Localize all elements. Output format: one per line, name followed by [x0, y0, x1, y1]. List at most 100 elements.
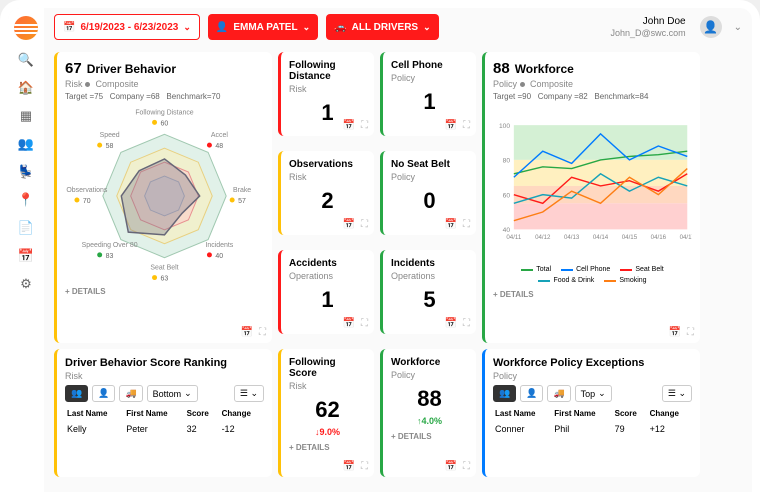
- filter-icon[interactable]: ☰ ⌄: [662, 385, 692, 402]
- home-icon[interactable]: 🏠: [18, 80, 34, 96]
- expand-icon[interactable]: ⛶: [687, 327, 694, 338]
- db-title: Driver Behavior: [87, 62, 176, 76]
- expand-icon[interactable]: ⛶: [361, 461, 368, 472]
- radar-chart: Following Distance60Accel48Brake57Incide…: [65, 101, 264, 281]
- truck-filter-icon[interactable]: 🚚: [547, 385, 570, 402]
- db-sub2: Composite: [96, 79, 139, 89]
- user-filter-button[interactable]: 👤 EMMA PATEL ⌄: [208, 14, 318, 40]
- sc-val: 1: [391, 89, 468, 115]
- details-button[interactable]: + DETAILS: [493, 290, 692, 299]
- small-card-0: Following Distance Risk 1 📅⛶: [278, 52, 374, 136]
- avatar[interactable]: 👤: [700, 16, 722, 38]
- car-icon: 🚗: [334, 22, 346, 33]
- wf-score: 88: [493, 60, 510, 77]
- person-filter-icon[interactable]: 👤: [520, 385, 543, 402]
- details-button[interactable]: + DETAILS: [289, 443, 366, 452]
- doc-icon[interactable]: 📄: [18, 220, 34, 236]
- person-filter-icon[interactable]: 👤: [92, 385, 115, 402]
- expand-icon[interactable]: ⛶: [463, 120, 470, 131]
- wf-company: Company =82: [538, 92, 588, 101]
- calendar-icon[interactable]: 📅: [241, 327, 253, 338]
- date-range-button[interactable]: 📅 6/19/2023 - 6/23/2023 ⌄: [54, 14, 200, 40]
- svg-text:100: 100: [499, 123, 510, 130]
- rk-title: Driver Behavior Score Ranking: [65, 357, 227, 369]
- people-icon[interactable]: 👥: [18, 136, 34, 152]
- workforce-card: 88 Workforce Policy Composite Target =90…: [482, 52, 700, 343]
- sc-title: No Seat Belt: [391, 159, 450, 170]
- seat-icon[interactable]: 💺: [18, 164, 34, 180]
- calendar-icon[interactable]: 📅: [343, 120, 355, 131]
- chevron-down-icon[interactable]: ⌄: [734, 22, 742, 33]
- ws-sub: Policy: [391, 370, 468, 380]
- exceptions-table: Last NameFirst NameScoreChange ConnerPhi…: [493, 406, 692, 437]
- svg-text:Incidents: Incidents: [205, 242, 233, 249]
- calendar-icon[interactable]: 📅: [445, 219, 457, 230]
- svg-text:04/15: 04/15: [622, 234, 638, 241]
- sc-sub: Operations: [391, 271, 468, 281]
- calendar-icon[interactable]: 📅: [445, 461, 457, 472]
- person-icon: 👤: [216, 22, 228, 33]
- expand-icon[interactable]: ⛶: [361, 318, 368, 329]
- calendar-icon[interactable]: 📅: [445, 318, 457, 329]
- gear-icon[interactable]: ⚙: [18, 276, 34, 292]
- small-card-5: Incidents Operations 5 📅⛶: [380, 250, 476, 334]
- chevron-down-icon: ⌄: [303, 22, 311, 33]
- expand-icon[interactable]: ⛶: [463, 219, 470, 230]
- ranking-table: Last NameFirst NameScoreChange KellyPete…: [65, 406, 264, 437]
- svg-text:04/12: 04/12: [535, 234, 551, 241]
- expand-icon[interactable]: ⛶: [463, 318, 470, 329]
- calendar-icon[interactable]: 📅: [343, 461, 355, 472]
- driver-behavior-card: 67 Driver Behavior Risk Composite Target…: [54, 52, 272, 343]
- user-filter-text: EMMA PATEL: [233, 22, 297, 33]
- exceptions-dropdown[interactable]: Top ⌄: [575, 385, 612, 402]
- sc-val: 2: [289, 188, 366, 214]
- logo: [14, 16, 38, 40]
- rk-sub: Risk: [65, 371, 264, 381]
- truck-filter-icon[interactable]: 🚚: [119, 385, 142, 402]
- svg-text:Speed: Speed: [100, 132, 120, 139]
- svg-text:Following Distance: Following Distance: [135, 109, 193, 116]
- dot-icon: [85, 82, 90, 87]
- calendar-icon[interactable]: 📅: [343, 318, 355, 329]
- sc-val: 1: [289, 287, 366, 313]
- svg-text:58: 58: [106, 143, 114, 150]
- expand-icon[interactable]: ⛶: [463, 461, 470, 472]
- grid-icon[interactable]: ▦: [18, 108, 34, 124]
- calendar-icon[interactable]: 📅: [445, 120, 457, 131]
- profile[interactable]: John Doe John_D@swc.com: [610, 15, 685, 40]
- table-row[interactable]: ConnerPhil79+12: [493, 421, 692, 437]
- db-company: Company =68: [110, 92, 160, 101]
- expand-icon[interactable]: ⛶: [259, 327, 266, 338]
- filter-icon[interactable]: ☰ ⌄: [234, 385, 264, 402]
- details-button[interactable]: + DETAILS: [65, 287, 264, 296]
- ranking-dropdown[interactable]: Bottom ⌄: [147, 385, 198, 402]
- svg-text:70: 70: [83, 198, 91, 205]
- sc-sub: Operations: [289, 271, 366, 281]
- expand-icon[interactable]: ⛶: [361, 120, 368, 131]
- svg-text:04/11: 04/11: [506, 234, 521, 241]
- svg-text:63: 63: [161, 276, 169, 281]
- calendar-icon[interactable]: 📅: [343, 219, 355, 230]
- calendar-icon[interactable]: 📅: [669, 327, 681, 338]
- details-button[interactable]: + DETAILS: [391, 432, 468, 441]
- db-bench: Benchmark=70: [166, 92, 220, 101]
- calendar-icon: 📅: [63, 22, 75, 33]
- workforce-score-card: Workforce Policy 88 ↑4.0% + DETAILS 📅⛶: [380, 349, 476, 477]
- svg-text:60: 60: [161, 120, 169, 127]
- svg-text:04/14: 04/14: [593, 234, 609, 241]
- drivers-filter-button[interactable]: 🚗 ALL DRIVERS ⌄: [326, 14, 439, 40]
- cal-icon[interactable]: 📅: [18, 248, 34, 264]
- small-card-3: No Seat Belt Policy 0 📅⛶: [380, 151, 476, 235]
- fs-sub: Risk: [289, 381, 366, 391]
- people-filter-icon[interactable]: 👥: [65, 385, 88, 402]
- wf-title: Workforce: [515, 62, 574, 76]
- profile-email: John_D@swc.com: [610, 28, 685, 40]
- search-icon[interactable]: 🔍: [18, 52, 34, 68]
- pin-icon[interactable]: 📍: [18, 192, 34, 208]
- profile-name: John Doe: [610, 15, 685, 28]
- wf-bench: Benchmark=84: [594, 92, 648, 101]
- table-row[interactable]: KellyPeter32-12: [65, 421, 264, 437]
- expand-icon[interactable]: ⛶: [361, 219, 368, 230]
- people-filter-icon[interactable]: 👥: [493, 385, 516, 402]
- svg-text:80: 80: [503, 158, 511, 165]
